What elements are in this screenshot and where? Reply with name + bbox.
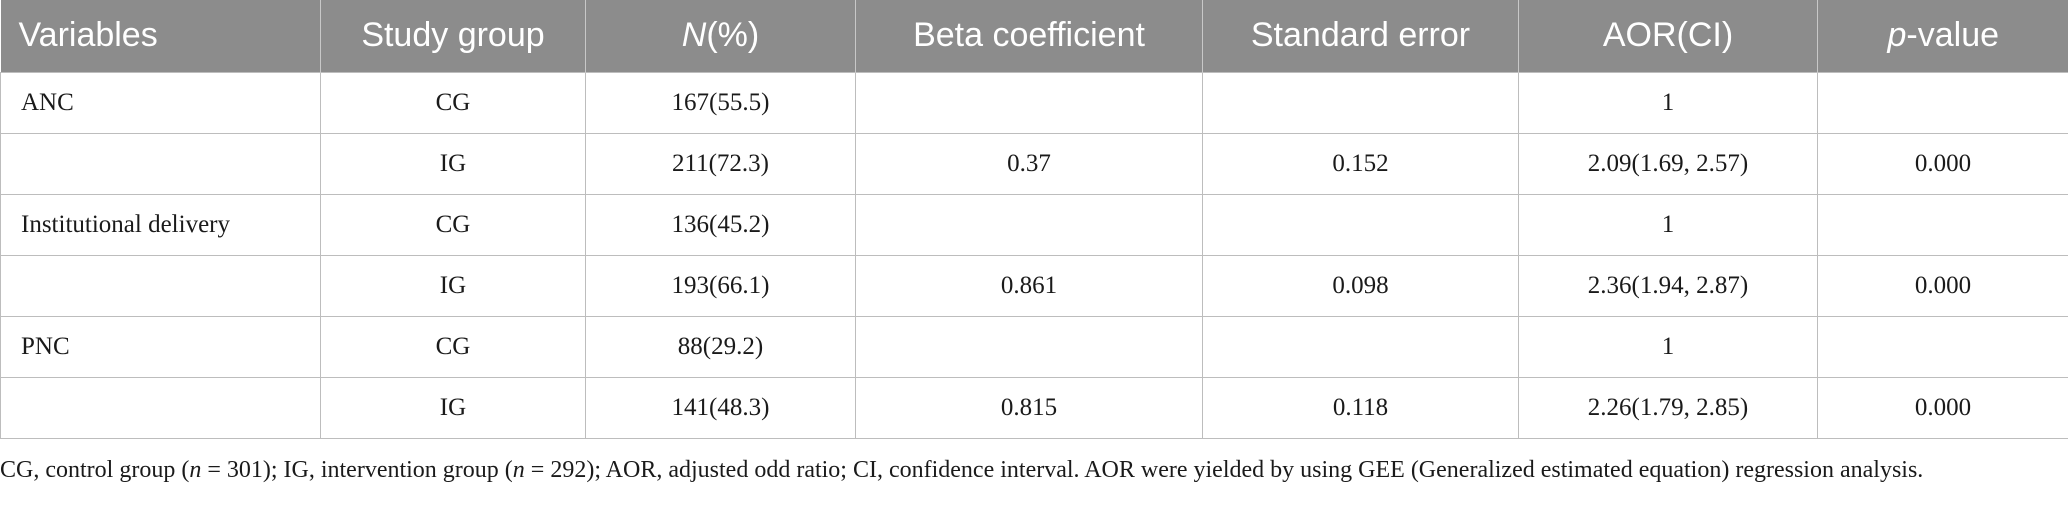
cell-n: 88(29.2) [585,315,856,378]
table-footnote: CG, control group (n = 301); IG, interve… [0,455,2050,486]
cell-group: CG [320,193,586,256]
results-table-container: Variables Study group N(%) Beta coeffici… [0,0,2068,439]
table-body: ANC CG 167(55.5) 1 IG 211(72.3) 0.37 0.1… [0,71,2068,439]
cell-aor: 1 [1518,193,1818,256]
cell-group: IG [320,254,586,317]
table-row: PNC CG 88(29.2) 1 [0,315,2068,378]
cell-variable: Institutional delivery [0,193,321,256]
header-p-suffix: -value [1906,16,2000,55]
cell-variable: PNC [0,315,321,378]
cell-p [1817,315,2068,378]
cell-beta [855,315,1203,378]
cell-aor: 1 [1518,315,1818,378]
header-aor: AOR(CI) [1518,0,1818,72]
header-standard-error: Standard error [1202,0,1519,72]
results-table: Variables Study group N(%) Beta coeffici… [0,0,2068,439]
table-row: IG 211(72.3) 0.37 0.152 2.09(1.69, 2.57)… [0,132,2068,195]
cell-beta [855,71,1203,134]
cell-se [1202,193,1519,256]
cell-n: 167(55.5) [585,71,856,134]
table-row: IG 141(48.3) 0.815 0.118 2.26(1.79, 2.85… [0,376,2068,439]
cell-variable [0,132,321,195]
header-n-percent: N(%) [585,0,856,72]
cell-p: 0.000 [1817,376,2068,439]
cell-group: CG [320,315,586,378]
header-row: Variables Study group N(%) Beta coeffici… [0,0,2068,72]
cell-n: 193(66.1) [585,254,856,317]
header-n-symbol: N [681,16,707,55]
table-row: Institutional delivery CG 136(45.2) 1 [0,193,2068,256]
cell-aor: 2.26(1.79, 2.85) [1518,376,1818,439]
table-row: ANC CG 167(55.5) 1 [0,71,2068,134]
footnote-text-2: = 301); IG, intervention group ( [201,457,513,483]
cell-variable [0,376,321,439]
cell-aor: 2.09(1.69, 2.57) [1518,132,1818,195]
cell-beta [855,193,1203,256]
cell-se: 0.098 [1202,254,1519,317]
cell-group: IG [320,376,586,439]
cell-se: 0.152 [1202,132,1519,195]
cell-se: 0.118 [1202,376,1519,439]
cell-se [1202,71,1519,134]
header-variables: Variables [0,0,321,72]
cell-beta: 0.861 [855,254,1203,317]
cell-aor: 2.36(1.94, 2.87) [1518,254,1818,317]
cell-group: CG [320,71,586,134]
cell-variable: ANC [0,71,321,134]
cell-variable [0,254,321,317]
cell-p: 0.000 [1817,254,2068,317]
footnote-n-symbol-2: n [512,457,525,483]
footnote-n-symbol-1: n [189,457,202,483]
cell-se [1202,315,1519,378]
cell-n: 141(48.3) [585,376,856,439]
table-row: IG 193(66.1) 0.861 0.098 2.36(1.94, 2.87… [0,254,2068,317]
cell-beta: 0.815 [855,376,1203,439]
cell-beta: 0.37 [855,132,1203,195]
footnote-text-3: = 292); AOR, adjusted odd ratio; CI, con… [524,457,1924,483]
footnote-text-1: CG, control group ( [0,457,190,483]
header-p-symbol: p [1887,16,1907,55]
cell-p [1817,193,2068,256]
header-beta: Beta coefficient [855,0,1203,72]
table-header: Variables Study group N(%) Beta coeffici… [0,0,2068,72]
header-p-value: p-value [1817,0,2068,72]
header-n-suffix: (%) [706,16,760,55]
cell-group: IG [320,132,586,195]
cell-n: 136(45.2) [585,193,856,256]
cell-n: 211(72.3) [585,132,856,195]
cell-p: 0.000 [1817,132,2068,195]
header-study-group: Study group [320,0,586,72]
cell-aor: 1 [1518,71,1818,134]
cell-p [1817,71,2068,134]
